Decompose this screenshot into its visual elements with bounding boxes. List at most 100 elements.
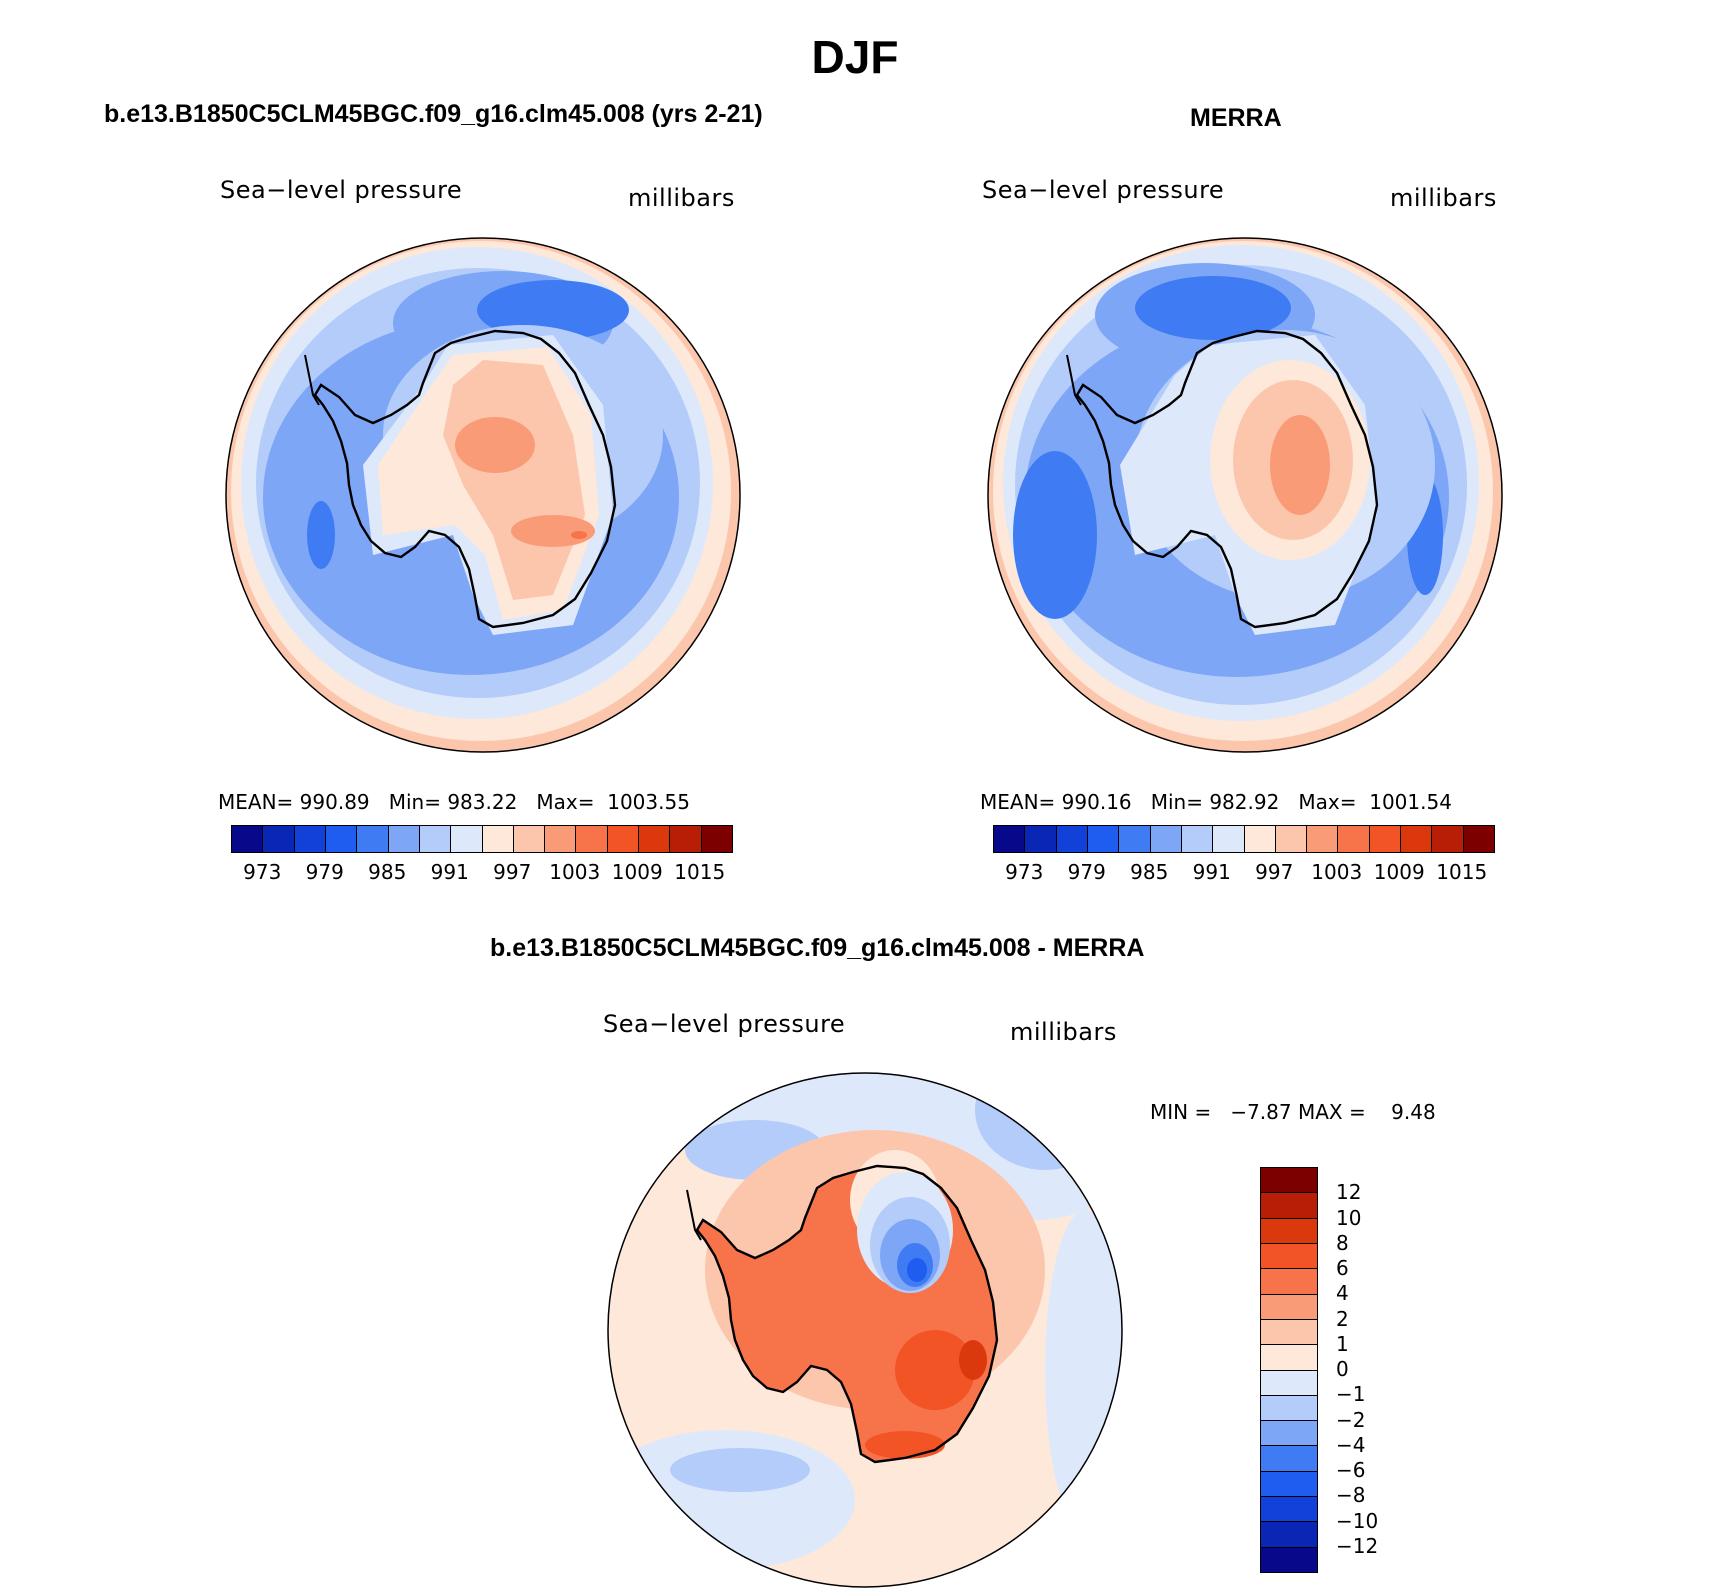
- max-value: 1001.54: [1369, 790, 1452, 814]
- figure-title: DJF: [811, 31, 899, 83]
- coastline: [695, 1164, 999, 1464]
- colorbar-swatch: [1261, 1421, 1317, 1447]
- colorbar-tick-label: −8: [1336, 1483, 1366, 1508]
- colorbar-swatch: [1261, 1345, 1317, 1371]
- colorbar-swatch: [1261, 1370, 1317, 1396]
- units-label-model: millibars: [628, 184, 735, 212]
- colorbar-swatch: [325, 826, 358, 852]
- contour-band: [959, 1340, 987, 1380]
- colorbar-tick-label: −1: [1336, 1382, 1366, 1407]
- colorbar-swatch: [1150, 826, 1182, 852]
- colorbar-swatch: [1463, 826, 1494, 852]
- map-boundary: [225, 237, 741, 753]
- mean-label: MEAN=: [980, 790, 1056, 814]
- max-value: 1003.55: [607, 790, 690, 814]
- colorbar-tick-label: 973: [243, 860, 282, 884]
- colorbar-swatch: [1261, 1168, 1317, 1194]
- variable-label-obs: Sea−level pressure: [982, 176, 1225, 204]
- coastline: [313, 329, 617, 629]
- colorbar-tick-label: 991: [1192, 860, 1231, 884]
- panel-title-diff: b.e13.B1850C5CLM45BGC.f09_g16.clm45.008 …: [490, 934, 1145, 962]
- colorbar-tick-label: 991: [430, 860, 469, 884]
- colorbar-tick-label: 10: [1336, 1205, 1362, 1230]
- colorbar-tick-label: 1003: [549, 860, 601, 884]
- colorbar-swatch: [701, 826, 732, 852]
- contour-band: [865, 1431, 945, 1459]
- colorbar-tick-label: −12: [1336, 1533, 1379, 1558]
- colorbar-tick-label: 2: [1336, 1306, 1349, 1331]
- coastline: [1075, 329, 1379, 629]
- polar-map-diff: [607, 1072, 1123, 1588]
- contour-band: [670, 1448, 810, 1492]
- colorbar-swatch: [388, 826, 420, 852]
- colorbar-swatch: [607, 826, 640, 852]
- colorbar-swatch: [670, 826, 702, 852]
- colorbar-swatch: [357, 826, 389, 852]
- min-label: Min=: [1150, 790, 1203, 814]
- contour-band: [1135, 276, 1291, 340]
- contour-band: [477, 280, 629, 340]
- colorbar-swatch: [1025, 826, 1057, 852]
- polar-map-obs: [987, 237, 1503, 753]
- variable-label-model: Sea−level pressure: [220, 176, 463, 204]
- min-value: 982.92: [1209, 790, 1280, 814]
- colorbar-tick-label: 8: [1336, 1230, 1349, 1255]
- colorbar-tick-label: 1015: [1436, 860, 1488, 884]
- colorbar-tick-label: 1009: [1373, 860, 1425, 884]
- stats-model: MEAN= 990.89 Min= 983.22 Max= 1003.55: [218, 790, 690, 814]
- colorbar-swatch: [1261, 1218, 1317, 1244]
- colorbar-labels-diff: 12 10 8 6 4 2 1 0 −1 −2 −4 −6 −8 −10 −12: [1336, 1167, 1396, 1571]
- colorbar-tick-label: 985: [1130, 860, 1169, 884]
- colorbar-swatch: [513, 826, 546, 852]
- colorbar-swatch: [1119, 826, 1151, 852]
- contour-band: [511, 515, 595, 547]
- contour-band: [1013, 451, 1097, 619]
- max-label: Max=: [536, 790, 595, 814]
- colorbar-swatch: [1244, 826, 1276, 852]
- colorbar-tick-label: 979: [1067, 860, 1106, 884]
- mean-label: MEAN=: [218, 790, 294, 814]
- colorbar-tick-label: 4: [1336, 1281, 1349, 1306]
- panel-title-obs: MERRA: [1190, 104, 1282, 132]
- panel-title-model: b.e13.B1850C5CLM45BGC.f09_g16.clm45.008 …: [104, 100, 763, 128]
- colorbar-swatch: [1261, 1471, 1317, 1498]
- colorbar-swatch: [1307, 826, 1339, 852]
- colorbar-swatch: [1261, 1522, 1317, 1548]
- stats-diff: MIN = −7.87 MAX = 9.48: [1150, 1100, 1436, 1124]
- colorbar-swatch: [294, 826, 326, 852]
- coastline: [1066, 354, 1082, 406]
- colorbar-swatch: [1369, 826, 1402, 852]
- colorbar-obs: [993, 825, 1495, 853]
- colorbar-tick-label: 985: [368, 860, 407, 884]
- colorbar-swatch: [1261, 1193, 1317, 1219]
- colorbar-swatch: [1275, 826, 1308, 852]
- min-label: MIN =: [1150, 1100, 1212, 1124]
- colorbar-swatch: [451, 826, 483, 852]
- colorbar-swatch: [232, 826, 264, 852]
- min-value: 983.22: [447, 790, 518, 814]
- colorbar-swatch: [545, 826, 577, 852]
- colorbar-tick-label: 1009: [611, 860, 663, 884]
- colorbar-swatch: [1432, 826, 1464, 852]
- mean-value: 990.89: [299, 790, 370, 814]
- units-label-obs: millibars: [1390, 184, 1497, 212]
- colorbar-tick-label: 973: [1005, 860, 1044, 884]
- colorbar-tick-label: −4: [1336, 1432, 1366, 1457]
- colorbar-swatch: [1181, 826, 1214, 852]
- colorbar-swatch: [1261, 1269, 1317, 1295]
- colorbar-tick-label: 997: [1255, 860, 1294, 884]
- min-label: Min=: [388, 790, 441, 814]
- colorbar-swatch: [1261, 1319, 1317, 1346]
- colorbar-tick-label: −10: [1336, 1508, 1379, 1533]
- colorbar-tick-label: 0: [1336, 1357, 1349, 1381]
- colorbar-swatch: [1056, 826, 1088, 852]
- coastline: [304, 354, 320, 406]
- colorbar-swatch: [576, 826, 608, 852]
- colorbar-swatch: [1338, 826, 1370, 852]
- coastline: [686, 1189, 702, 1241]
- colorbar-swatch: [1261, 1243, 1317, 1270]
- colorbar-swatch: [1213, 826, 1245, 852]
- map-boundary: [987, 237, 1503, 753]
- contour-band: [1045, 1210, 1122, 1530]
- colorbar-tick-label: 1015: [674, 860, 726, 884]
